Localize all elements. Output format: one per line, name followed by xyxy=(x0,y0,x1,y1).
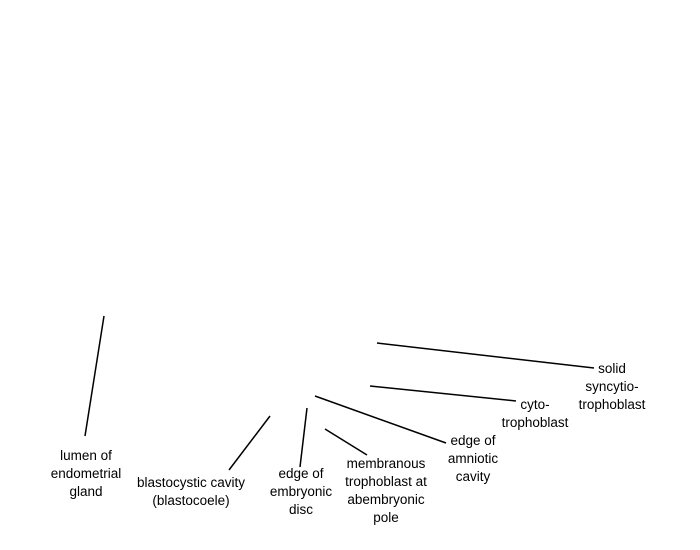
label-line: solid xyxy=(598,361,626,376)
leader-line-lumen-of-endometrial-gland xyxy=(84,315,105,437)
label-line: lumen of xyxy=(60,448,112,463)
label-line: syncytio- xyxy=(585,379,639,394)
label-line: cavity xyxy=(455,469,491,484)
label-line: disc xyxy=(288,502,313,517)
label-solid-syncytiotrophoblast: solid syncytio- trophoblast xyxy=(570,360,654,414)
leader-line-edge-of-embryonic-disc xyxy=(299,407,308,468)
label-lumen-of-endometrial-gland: lumen of endometrial gland xyxy=(46,447,126,501)
label-line: edge of xyxy=(278,466,324,481)
leader-line-edge-of-amniotic-cavity xyxy=(314,395,447,444)
label-line: (blastocoele) xyxy=(152,493,230,508)
label-line: amniotic xyxy=(447,451,499,466)
label-line: pole xyxy=(373,510,399,525)
label-edge-of-embryonic-disc: edge of embryonic disc xyxy=(263,465,339,519)
label-line: edge of xyxy=(450,433,496,448)
label-line: trophoblast xyxy=(578,397,646,412)
label-blastocystic-cavity: blastocystic cavity (blastocoele) xyxy=(128,474,254,510)
label-line: endometrial xyxy=(50,466,122,481)
label-edge-of-amniotic-cavity: edge of amniotic cavity xyxy=(439,432,507,486)
label-line: gland xyxy=(69,484,103,499)
label-line: embryonic xyxy=(269,484,333,499)
label-membranous-trophoblast: membranous trophoblast at abembryonic po… xyxy=(337,455,435,527)
label-line: blastocystic cavity xyxy=(136,475,246,490)
label-cytotrophoblast: cyto- trophoblast xyxy=(494,396,576,432)
leader-line-membranous-trophoblast xyxy=(324,428,368,456)
leader-line-solid-syncytiotrophoblast xyxy=(376,342,595,369)
leader-line-blastocystic-cavity xyxy=(228,415,271,471)
label-line: trophoblast at xyxy=(345,474,427,489)
label-line: membranous xyxy=(346,456,426,471)
label-line: trophoblast xyxy=(501,415,569,430)
label-line: abembryonic xyxy=(347,492,425,507)
label-line: cyto- xyxy=(520,397,550,412)
leader-line-cytotrophoblast xyxy=(369,385,517,402)
